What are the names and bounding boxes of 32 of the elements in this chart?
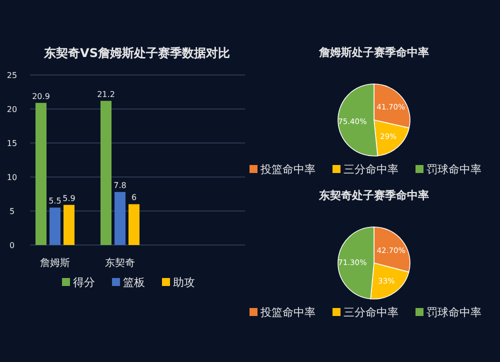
legend-label: 三分命中率 (344, 306, 398, 319)
data-label: 21.2 (97, 90, 115, 99)
data-label: 5.5 (48, 196, 62, 206)
legend-label: 罚球命中率 (426, 163, 482, 176)
x-tick-label: 詹姆斯 (40, 257, 70, 269)
data-label: 20.9 (32, 92, 50, 101)
bar (64, 204, 74, 245)
legend-label: 投篮命中率 (260, 306, 316, 319)
bar (128, 204, 140, 245)
legend-label: 罚球命中率 (426, 306, 482, 319)
y-tick-label: 10 (6, 173, 18, 182)
x-tick-label: 东契奇 (105, 257, 135, 269)
y-tick-label: 15 (6, 139, 18, 148)
legend-label: 投篮命中率 (260, 163, 316, 176)
legend-label: 得分 (73, 276, 95, 289)
bar (114, 192, 126, 245)
y-tick-label: 5 (9, 207, 15, 216)
chart-title: 东契奇VS詹姆斯处子赛季数据对比 (43, 46, 230, 60)
data-label: 5.9 (62, 194, 76, 203)
y-tick-label: 25 (6, 71, 18, 80)
legend-label: 篮板 (123, 276, 145, 289)
bar (50, 208, 60, 245)
chart-title: 东契奇处子赛季命中率 (318, 189, 429, 202)
legend-label: 三分命中率 (344, 163, 398, 176)
bar (36, 102, 46, 245)
bar (100, 100, 112, 245)
legend-label: 助攻 (173, 276, 195, 289)
y-tick-label: 20 (6, 105, 18, 114)
chart-title: 詹姆斯处子赛季命中率 (318, 46, 429, 59)
data-label: 6 (131, 193, 137, 202)
data-label: 7.8 (114, 180, 126, 190)
y-tick-label: 0 (9, 241, 15, 250)
